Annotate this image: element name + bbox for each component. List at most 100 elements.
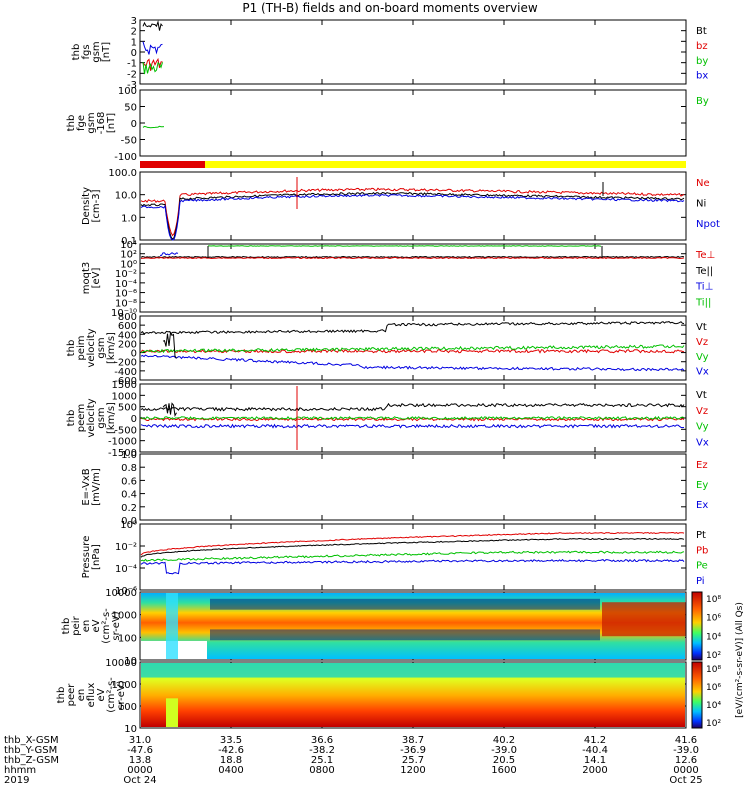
ytick-label: -600 xyxy=(114,376,137,387)
ytick-label: 0 xyxy=(131,48,137,59)
fge-by xyxy=(142,125,165,129)
orbit-value: 0000 xyxy=(127,765,152,776)
ylabel-line: thb xyxy=(61,618,72,635)
legend-Pb: Pb xyxy=(696,545,708,556)
orbit-value: -36.9 xyxy=(400,745,426,756)
electron-colorbar-tick: 10² xyxy=(706,719,721,729)
ylabel-line: peem xyxy=(76,404,87,432)
ytick-label: 1.0 xyxy=(121,213,137,224)
legend-Npot: Npot xyxy=(696,219,720,230)
ylabel-line: sr-eV) xyxy=(111,611,122,640)
ylabel-line: (cm²-s- xyxy=(101,608,112,644)
peir-noise-bottom xyxy=(210,629,600,641)
ylabel-line: velocity xyxy=(86,328,97,367)
orbit-value: 41.6 xyxy=(675,735,697,746)
ytick-label: 50 xyxy=(124,103,137,114)
mode-bar-fast xyxy=(205,161,686,168)
ylabel-line: [nT] xyxy=(106,113,117,133)
peir-hot xyxy=(602,602,686,637)
orbit-value: 1200 xyxy=(400,765,425,776)
ylabel-line: peir xyxy=(71,615,82,635)
ytick-label: 10000 xyxy=(105,588,137,599)
temp-tepar xyxy=(140,255,685,259)
ytick-label: 10⁻² xyxy=(115,269,137,280)
ytick-label: 10000 xyxy=(105,658,137,669)
mode-bar-slow xyxy=(140,161,205,168)
ylabel-line: thb xyxy=(66,115,77,132)
ytick-label: 10⁻⁴ xyxy=(115,564,137,575)
orbit-value: 0400 xyxy=(218,765,243,776)
orbit-value: -40.4 xyxy=(582,745,608,756)
orbit-value: 25.1 xyxy=(311,755,333,766)
ytick-label: 200 xyxy=(118,339,137,350)
orbit-value: 0000 xyxy=(673,765,698,776)
orbit-row-label: thb_X-GSM xyxy=(4,735,59,746)
ion-colorbar-tick: 10⁸ xyxy=(706,595,721,605)
ytick-label: -2 xyxy=(127,69,137,80)
ytick-label: -200 xyxy=(114,358,137,369)
orbit-row-label: thb_Z-GSM xyxy=(4,755,59,766)
orbit-value: 25.7 xyxy=(402,755,424,766)
ytick-label: 800 xyxy=(118,312,137,323)
ytick-label: 10⁻⁶ xyxy=(115,289,137,300)
orbit-row-label: hhmm xyxy=(4,765,36,776)
ytick-label: 10⁻⁴ xyxy=(115,279,137,290)
ytick-label: -1000 xyxy=(108,437,137,448)
orbit-value: 0800 xyxy=(309,765,334,776)
pressure-pe xyxy=(140,550,685,562)
orbit-value: -39.0 xyxy=(491,745,517,756)
ylabel-line: [mV/m] xyxy=(91,468,102,506)
ytick-label: 0.8 xyxy=(121,463,137,474)
orbit-value: Oct 25 xyxy=(669,775,702,786)
legend-Ez: Ez xyxy=(696,460,708,471)
orbit-value: 31.0 xyxy=(129,735,151,746)
ytick-label: 10⁻⁶ xyxy=(115,586,137,597)
orbit-row-label: 2019 xyxy=(4,775,29,786)
peir-noise-top xyxy=(210,598,600,610)
ylabel-line: thb xyxy=(71,44,82,61)
ytick-label: 10 xyxy=(124,656,137,667)
ytick-label: 10⁴ xyxy=(120,240,137,251)
legend-by: by xyxy=(696,56,708,67)
ylabel-line: peim xyxy=(76,335,87,360)
electron-colorbar-bar xyxy=(691,661,703,729)
ylabel-line: Density xyxy=(81,187,92,225)
panel-frame-fgs xyxy=(139,19,687,85)
legend-bx: bx xyxy=(696,71,708,82)
peir-gap xyxy=(166,593,178,659)
ytick-label: 400 xyxy=(118,330,137,341)
orbit-value: 20.5 xyxy=(493,755,515,766)
ylabel-line: en xyxy=(76,689,87,702)
ytick-label: 10⁰ xyxy=(120,520,137,531)
peim-vt xyxy=(140,321,685,335)
ytick-label: 500 xyxy=(118,403,137,414)
ylabel-line: (cm²-s- xyxy=(106,677,117,713)
peer-top-band xyxy=(141,663,685,678)
ylabel-line: eV xyxy=(91,619,102,632)
orbit-value: 1600 xyxy=(491,765,516,776)
orbit-value: 2000 xyxy=(582,765,607,776)
ylabel-line: gsm xyxy=(86,112,97,133)
legend-bz: bz xyxy=(696,41,708,52)
ytick-label: 0 xyxy=(131,349,137,360)
legend-Bt: Bt xyxy=(696,26,707,37)
ylabel-line: eV xyxy=(96,688,107,701)
ylabel-line: fge xyxy=(76,115,87,131)
orbit-row-label: thb_Y-GSM xyxy=(4,745,57,756)
density-npot xyxy=(140,193,685,241)
ylabel-line: -168 xyxy=(96,112,107,135)
legend-Vy: Vy xyxy=(696,352,709,363)
ytick-label: 10² xyxy=(120,250,137,261)
pressure-pb xyxy=(140,531,685,556)
legend-Vt: Vt xyxy=(696,322,707,333)
ytick-label: 0.1 xyxy=(121,236,137,247)
peer-frame xyxy=(139,661,687,729)
ytick-label: 10⁰ xyxy=(120,259,137,270)
orbit-value: -39.0 xyxy=(673,745,699,756)
panel-frame-efield xyxy=(139,453,687,521)
electron-colorbar-tick: 10⁶ xyxy=(706,683,721,693)
ion-colorbar-tick: 10⁴ xyxy=(706,632,721,642)
legend-Vy: Vy xyxy=(696,422,709,433)
legend-Vt: Vt xyxy=(696,390,707,401)
